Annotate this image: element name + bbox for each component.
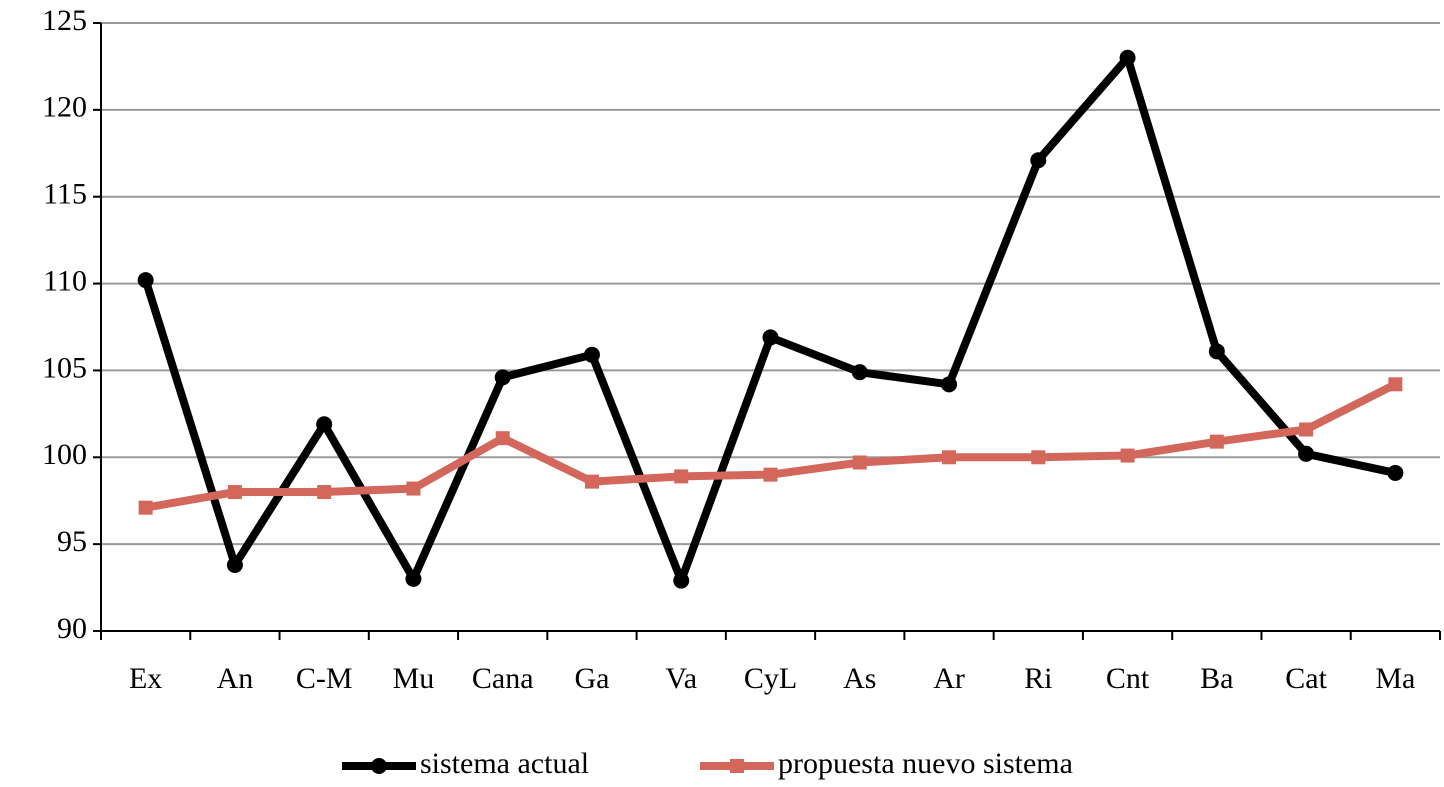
data-point [137,272,154,289]
x-tick-label: Ar [933,662,965,695]
y-tick-label: 110 [43,264,87,297]
x-tick-label: C-M [296,662,353,695]
data-point [941,376,958,393]
x-tick-label: Ma [1375,662,1415,695]
data-point [1209,434,1224,449]
data-point [1031,450,1046,465]
data-point [316,416,333,433]
data-point [851,364,868,381]
x-tick-label: Ba [1200,662,1233,695]
data-point [584,474,599,489]
data-point [1298,445,1315,462]
legend-marker [371,758,387,774]
data-point [1299,422,1314,437]
x-tick-label: Cana [472,662,534,695]
x-tick-label: Ga [574,662,609,695]
x-tick-label: As [843,662,876,695]
data-point [763,467,778,482]
x-tick-label: Cnt [1106,662,1150,695]
data-point [942,450,957,465]
legend-label: sistema actual [420,747,589,780]
y-tick-label: 105 [42,351,87,384]
legend-marker [730,759,744,773]
series-line [141,53,1397,585]
x-tick-label: Cat [1285,662,1327,695]
data-point [406,481,421,496]
data-point [495,431,510,446]
y-tick-label: 95 [57,525,87,558]
data-point [227,485,242,500]
x-tick-label: Mu [393,662,435,695]
data-point [1208,343,1225,360]
legend-label: propuesta nuevo sistema [778,747,1073,780]
data-point [1387,464,1404,481]
x-tick-label: Ri [1024,662,1052,695]
x-tick-label: Ex [129,662,162,695]
x-tick-label: Va [665,662,697,695]
data-point [1119,49,1136,66]
x-tick-label: CyL [744,662,797,695]
data-point [1030,152,1047,169]
data-point [1388,377,1403,392]
data-point [673,572,690,589]
data-point [226,556,243,573]
data-point [317,485,332,500]
data-point [762,329,779,346]
y-tick-label: 125 [42,4,87,37]
y-tick-label: 100 [42,438,87,471]
y-tick-label: 115 [43,178,87,211]
y-tick-label: 120 [42,91,87,124]
data-point [405,570,422,587]
y-tick-label: 90 [57,612,87,645]
data-point [494,369,511,386]
data-point [583,346,600,363]
data-point [138,500,153,515]
data-point [852,455,867,470]
x-tick-label: An [217,662,254,695]
data-point [1120,448,1135,463]
data-point [674,469,689,484]
